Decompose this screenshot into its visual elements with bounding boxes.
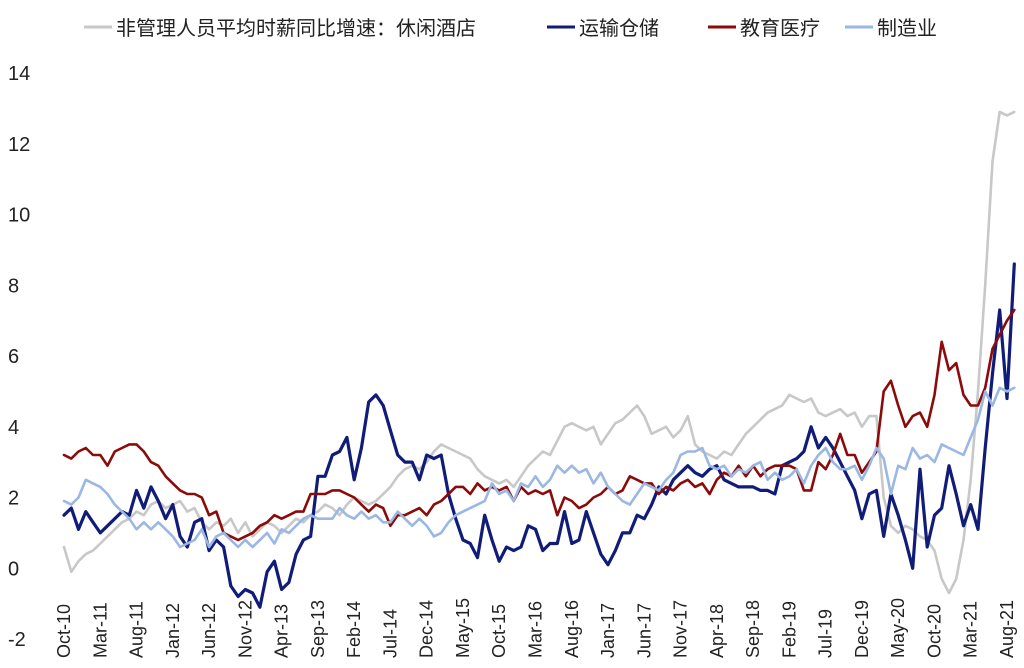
x-tick-label: Jul-19 bbox=[816, 609, 836, 658]
x-tick-label: Nov-17 bbox=[671, 600, 691, 658]
legend-label: 制造业 bbox=[877, 16, 937, 40]
x-tick-label: Aug-11 bbox=[127, 601, 147, 658]
x-tick-label: Feb-14 bbox=[344, 601, 364, 658]
x-axis: Oct-10 Mar-11 Aug-11 Jan-12 Jun-12 Nov-12 Apr-… bbox=[54, 598, 1017, 658]
x-tick-label: Nov-12 bbox=[235, 600, 255, 658]
x-tick-label: Mar-16 bbox=[526, 601, 546, 658]
y-tick-label: 12 bbox=[8, 134, 30, 156]
x-tick-label: May-15 bbox=[453, 598, 473, 658]
y-tick-label: 4 bbox=[8, 417, 19, 439]
x-tick-label: Oct-20 bbox=[924, 604, 944, 658]
legend: 非管理人员平均时薪同比增速：休闲酒店 运输仓储 教育医疗 制造业 bbox=[84, 16, 937, 40]
x-tick-label: Mar-11 bbox=[90, 602, 110, 658]
x-tick-label: Jan-17 bbox=[598, 603, 618, 658]
y-tick-label: 2 bbox=[8, 488, 19, 510]
x-tick-label: Dec-19 bbox=[852, 600, 872, 658]
series-line-4 bbox=[62, 386, 1016, 549]
x-tick-label: Feb-19 bbox=[779, 601, 799, 658]
legend-label: 教育医疗 bbox=[740, 16, 820, 40]
x-tick-label: Mar-21 bbox=[961, 601, 981, 658]
y-tick-label: 0 bbox=[8, 558, 19, 580]
x-tick-label: Jul-14 bbox=[380, 609, 400, 658]
plot-area bbox=[62, 110, 1016, 609]
x-tick-label: Sep-13 bbox=[308, 600, 328, 658]
x-tick-label: Sep-18 bbox=[743, 600, 763, 658]
y-tick-label: 8 bbox=[8, 275, 19, 297]
x-tick-label: Oct-15 bbox=[489, 604, 509, 658]
series-line-3 bbox=[62, 308, 1016, 542]
x-tick-label: May-20 bbox=[888, 598, 908, 658]
y-axis: -2 0 2 4 6 8 10 12 14 bbox=[8, 63, 30, 651]
legend-label: 非管理人员平均时薪同比增速：休闲酒店 bbox=[116, 16, 476, 40]
y-tick-label: -2 bbox=[8, 629, 26, 651]
series-line-2 bbox=[62, 262, 1016, 609]
x-tick-label: Jun-17 bbox=[634, 603, 654, 658]
x-tick-label: Jun-12 bbox=[199, 603, 219, 658]
legend-label: 运输仓储 bbox=[579, 16, 659, 40]
x-tick-label: Dec-14 bbox=[417, 600, 437, 658]
x-tick-label: Oct-10 bbox=[54, 604, 74, 658]
x-tick-label: Aug-21 bbox=[997, 600, 1017, 658]
x-tick-label: Apr-18 bbox=[707, 604, 727, 658]
x-tick-label: Jan-12 bbox=[163, 603, 183, 658]
y-tick-label: 6 bbox=[8, 346, 19, 368]
series-line-1 bbox=[62, 110, 1016, 595]
y-tick-label: 10 bbox=[8, 205, 30, 227]
x-tick-label: Aug-16 bbox=[562, 600, 582, 658]
x-tick-label: Apr-13 bbox=[272, 604, 292, 658]
y-tick-label: 14 bbox=[8, 63, 30, 85]
